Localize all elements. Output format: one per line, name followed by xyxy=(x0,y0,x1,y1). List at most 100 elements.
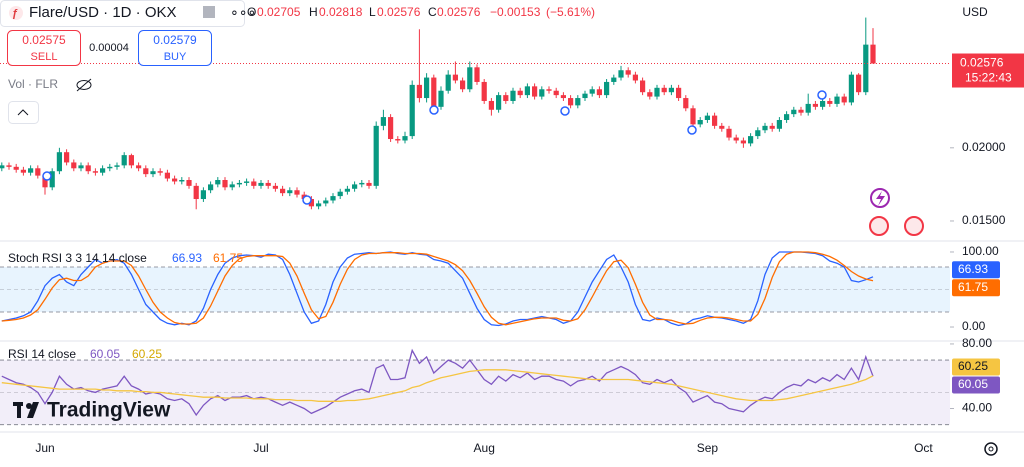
candle-body xyxy=(222,180,228,188)
candle-body xyxy=(596,89,602,96)
ohlc-label: L xyxy=(369,5,376,19)
event-markers xyxy=(42,90,827,205)
candle-body xyxy=(841,96,847,103)
more-icon[interactable]: ∘∘∘ xyxy=(230,4,256,20)
buy-button[interactable] xyxy=(138,30,212,66)
candle-body xyxy=(704,115,710,120)
sell-button[interactable] xyxy=(7,30,81,66)
candle-body xyxy=(460,80,466,90)
candle-body xyxy=(856,74,862,93)
candle-body xyxy=(287,190,293,194)
candle-body xyxy=(524,86,530,96)
event-marker[interactable] xyxy=(687,125,697,135)
candle-body xyxy=(373,125,379,186)
candle-body xyxy=(6,165,12,167)
value-tag-label: 66.93 xyxy=(958,262,988,276)
symbol-box[interactable] xyxy=(0,0,245,27)
candle-body xyxy=(56,152,62,172)
candle-body xyxy=(13,166,19,170)
candle-body xyxy=(812,103,818,107)
brand-logo xyxy=(17,402,21,418)
spread: 0.00004 xyxy=(89,42,129,54)
candle-body xyxy=(172,178,178,182)
indicator-line xyxy=(1,369,874,402)
candle-body xyxy=(294,190,300,195)
candle-body xyxy=(690,108,696,125)
indicator-value: 66.93 xyxy=(172,251,202,265)
collapse-button[interactable] xyxy=(8,101,39,124)
icon[interactable] xyxy=(203,6,215,18)
candle-body xyxy=(683,98,689,109)
sell-label: SELL xyxy=(31,51,58,63)
indicator-title: Stoch RSI 3 3 14 14 close xyxy=(8,251,147,265)
eye-icon[interactable] xyxy=(76,80,92,90)
brand: TradingView xyxy=(13,399,171,422)
y-tick-label: 0.02000 xyxy=(962,140,1006,154)
candle-body xyxy=(510,90,516,101)
candle-body xyxy=(438,90,444,107)
candle-body xyxy=(755,130,761,137)
candle-body xyxy=(244,181,250,183)
candle-body xyxy=(611,77,617,82)
y-tick-label: 0.00 xyxy=(962,319,986,333)
candle-body xyxy=(668,87,674,93)
candle-body xyxy=(323,200,329,204)
candle-body xyxy=(143,168,149,175)
candle-body xyxy=(366,182,372,186)
value-tag xyxy=(952,376,1000,394)
symbol-logo-letter: ƒ xyxy=(12,7,18,19)
ohlc-value: 0.02576 xyxy=(437,5,481,19)
x-tick-label: Aug xyxy=(474,441,495,455)
event-marker[interactable] xyxy=(560,106,570,116)
candle-body xyxy=(769,125,775,129)
candle-body xyxy=(121,155,127,166)
value-tag xyxy=(952,279,1000,297)
x-tick-label: Jul xyxy=(253,441,268,455)
candle-body xyxy=(416,84,422,99)
sell-price: 0.02575 xyxy=(22,33,66,47)
candle-body xyxy=(618,70,624,78)
candle-body xyxy=(791,109,797,115)
last-price-label: 0.02576 xyxy=(960,56,1004,70)
candle-body xyxy=(316,203,322,207)
event-marker[interactable] xyxy=(42,171,52,181)
candle-body xyxy=(676,87,682,99)
candle-body xyxy=(834,96,840,104)
indicator-line xyxy=(1,348,874,417)
ohlc-value: 0.02705 xyxy=(257,5,301,19)
candle-body xyxy=(78,165,84,169)
event-marker[interactable] xyxy=(429,105,439,115)
candle-body xyxy=(445,74,451,91)
event-marker[interactable] xyxy=(817,90,827,100)
flag-icon[interactable] xyxy=(869,216,889,236)
candle-body xyxy=(488,100,494,110)
ohlc-value: 0.02818 xyxy=(319,5,363,19)
brand-logo xyxy=(27,402,39,418)
candle-body xyxy=(748,136,754,144)
candle-body xyxy=(409,84,415,137)
candle-body xyxy=(200,190,206,200)
y-tick-label: 0.01500 xyxy=(962,213,1006,227)
currency[interactable]: USD xyxy=(962,5,988,19)
flag-icon[interactable] xyxy=(904,216,924,236)
candle-body xyxy=(712,115,718,126)
candle-body xyxy=(352,184,358,189)
candle-body xyxy=(308,199,314,207)
candle-body xyxy=(28,168,34,173)
candle-body xyxy=(71,162,77,169)
candle-body xyxy=(431,77,437,107)
candle-body xyxy=(726,128,732,138)
candle-body xyxy=(697,120,703,125)
candle-body xyxy=(560,95,566,99)
value-tag-label: 60.05 xyxy=(958,377,988,391)
candle-body xyxy=(215,180,221,185)
candle-body xyxy=(402,136,408,141)
news-icon-bolt xyxy=(876,191,885,206)
settings-icon-center xyxy=(988,446,994,452)
candle-body xyxy=(49,171,55,188)
settings-icon[interactable] xyxy=(984,442,998,456)
candle-body xyxy=(827,100,833,104)
value-tag xyxy=(952,358,1000,376)
buy-label: BUY xyxy=(164,51,187,63)
event-marker[interactable] xyxy=(302,195,312,205)
